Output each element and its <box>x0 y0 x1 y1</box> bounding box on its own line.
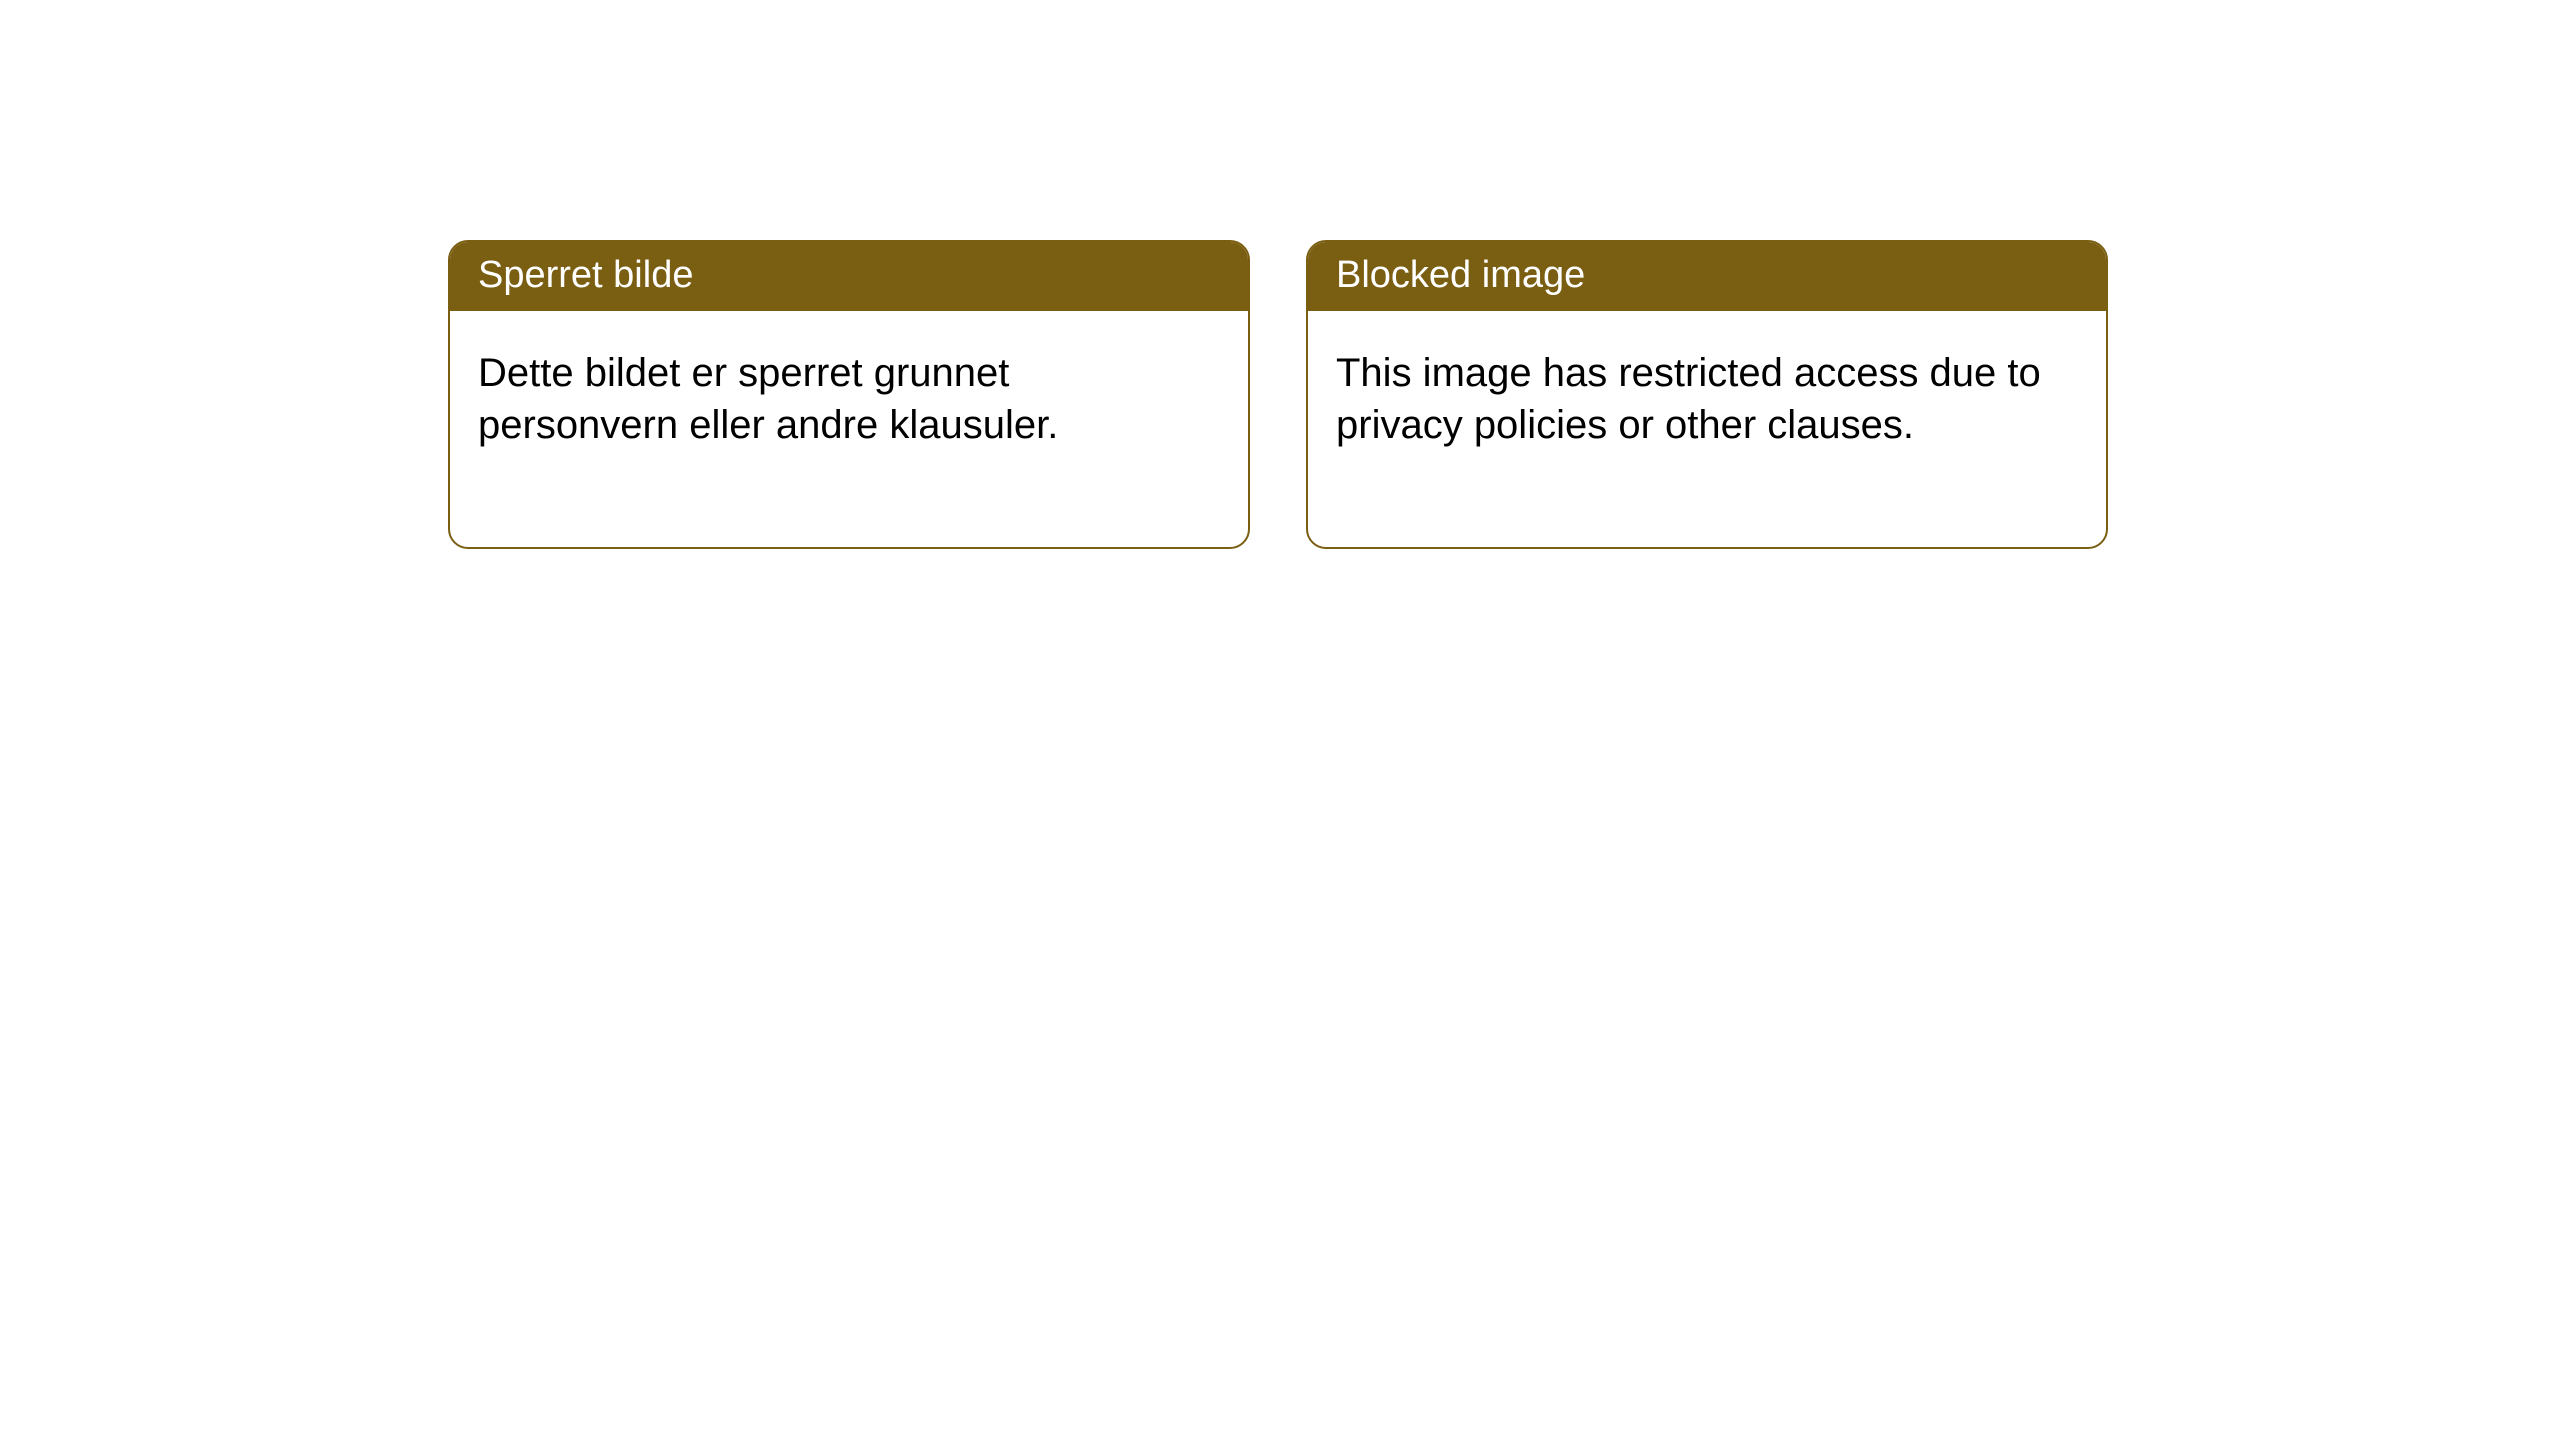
card-body: Dette bildet er sperret grunnet personve… <box>450 311 1248 547</box>
card-title: Sperret bilde <box>478 254 693 296</box>
card-body: This image has restricted access due to … <box>1308 311 2106 547</box>
notice-card-english: Blocked image This image has restricted … <box>1306 240 2108 549</box>
notice-card-norwegian: Sperret bilde Dette bildet er sperret gr… <box>448 240 1250 549</box>
notice-container: Sperret bilde Dette bildet er sperret gr… <box>0 0 2560 549</box>
card-header: Sperret bilde <box>450 242 1248 311</box>
card-body-text: This image has restricted access due to … <box>1336 351 2041 447</box>
card-body-text: Dette bildet er sperret grunnet personve… <box>478 351 1058 447</box>
card-header: Blocked image <box>1308 242 2106 311</box>
card-title: Blocked image <box>1336 254 1585 296</box>
